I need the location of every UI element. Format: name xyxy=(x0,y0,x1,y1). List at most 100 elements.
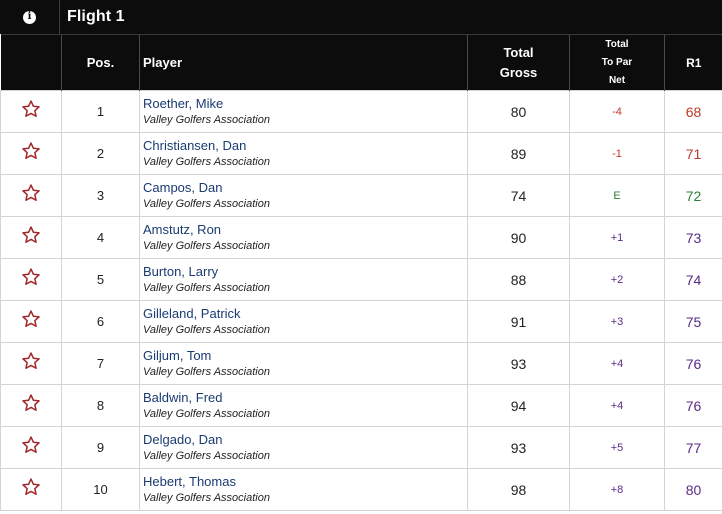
favorite-cell xyxy=(0,90,62,133)
round1-score-cell: 72 xyxy=(664,174,722,217)
r1-column-header[interactable]: R1 xyxy=(664,34,722,91)
favorite-star-icon[interactable] xyxy=(21,183,41,203)
player-club: Valley Golfers Association xyxy=(143,240,270,252)
player-name-link[interactable]: Roether, Mike xyxy=(143,96,224,111)
favorite-column-header xyxy=(0,34,62,91)
player-cell: Christiansen, Dan Valley Golfers Associa… xyxy=(139,132,468,175)
pos-column-header[interactable]: Pos. xyxy=(61,34,140,91)
player-club: Valley Golfers Association xyxy=(143,114,270,126)
position-cell: 6 xyxy=(61,300,140,343)
player-column-header[interactable]: Player xyxy=(139,34,468,91)
favorite-cell xyxy=(0,174,62,217)
player-name-link[interactable]: Hebert, Thomas xyxy=(143,474,236,489)
table-row: 6 Gilleland, Patrick Valley Golfers Asso… xyxy=(0,300,722,343)
favorite-star-icon[interactable] xyxy=(21,141,41,161)
player-club: Valley Golfers Association xyxy=(143,366,270,378)
total-gross-cell: 93 xyxy=(467,342,570,385)
position-cell: 10 xyxy=(61,468,140,511)
net-header-line1: Total xyxy=(605,38,629,50)
info-button[interactable]: i xyxy=(0,0,60,34)
player-name-link[interactable]: Christiansen, Dan xyxy=(143,138,247,153)
favorite-star-icon[interactable] xyxy=(21,267,41,287)
net-header-line2: To Par xyxy=(601,56,633,68)
favorite-cell xyxy=(0,384,62,427)
favorite-star-icon[interactable] xyxy=(21,99,41,119)
position-cell: 2 xyxy=(61,132,140,175)
table-row: 4 Amstutz, Ron Valley Golfers Associatio… xyxy=(0,216,722,259)
round1-score-cell: 76 xyxy=(664,342,722,385)
net-to-par-cell: +4 xyxy=(569,384,665,427)
position-cell: 8 xyxy=(61,384,140,427)
table-row: 7 Giljum, Tom Valley Golfers Association… xyxy=(0,342,722,385)
net-to-par-cell: +2 xyxy=(569,258,665,301)
player-name-link[interactable]: Baldwin, Fred xyxy=(143,390,223,405)
total-gross-header-line2: Gross xyxy=(499,64,538,80)
total-to-par-net-column-header[interactable]: Total To Par Net xyxy=(569,34,665,91)
table-row: 2 Christiansen, Dan Valley Golfers Assoc… xyxy=(0,132,722,175)
player-club: Valley Golfers Association xyxy=(143,282,270,294)
table-row: 8 Baldwin, Fred Valley Golfers Associati… xyxy=(0,384,722,427)
position-cell: 9 xyxy=(61,426,140,469)
total-gross-header-line1: Total xyxy=(503,44,534,60)
round1-score-cell: 68 xyxy=(664,90,722,133)
position-cell: 7 xyxy=(61,342,140,385)
net-to-par-cell: +4 xyxy=(569,342,665,385)
total-gross-cell: 94 xyxy=(467,384,570,427)
player-cell: Burton, Larry Valley Golfers Association xyxy=(139,258,468,301)
favorite-star-icon[interactable] xyxy=(21,225,41,245)
table-row: 5 Burton, Larry Valley Golfers Associati… xyxy=(0,258,722,301)
header-row: Pos. Player Total Gross Total To Par Net… xyxy=(0,34,722,91)
net-to-par-cell: +8 xyxy=(569,468,665,511)
player-club: Valley Golfers Association xyxy=(143,450,270,462)
player-name-link[interactable]: Campos, Dan xyxy=(143,180,223,195)
favorite-star-icon[interactable] xyxy=(21,309,41,329)
player-name-link[interactable]: Giljum, Tom xyxy=(143,348,212,363)
total-gross-column-header[interactable]: Total Gross xyxy=(467,34,570,91)
player-cell: Campos, Dan Valley Golfers Association xyxy=(139,174,468,217)
round1-score-cell: 77 xyxy=(664,426,722,469)
net-to-par-cell: -4 xyxy=(569,90,665,133)
table-row: 10 Hebert, Thomas Valley Golfers Associa… xyxy=(0,468,722,511)
leaderboard-table: Pos. Player Total Gross Total To Par Net… xyxy=(0,34,722,511)
info-icon: i xyxy=(23,10,36,24)
player-club: Valley Golfers Association xyxy=(143,198,270,210)
favorite-cell xyxy=(0,132,62,175)
favorite-cell xyxy=(0,426,62,469)
round1-score-cell: 76 xyxy=(664,384,722,427)
net-to-par-cell: E xyxy=(569,174,665,217)
player-cell: Delgado, Dan Valley Golfers Association xyxy=(139,426,468,469)
player-name-link[interactable]: Amstutz, Ron xyxy=(143,222,222,237)
position-cell: 4 xyxy=(61,216,140,259)
player-name-link[interactable]: Gilleland, Patrick xyxy=(143,306,241,321)
favorite-cell xyxy=(0,216,62,259)
player-cell: Gilleland, Patrick Valley Golfers Associ… xyxy=(139,300,468,343)
total-gross-cell: 98 xyxy=(467,468,570,511)
round1-score-cell: 80 xyxy=(664,468,722,511)
favorite-star-icon[interactable] xyxy=(21,393,41,413)
player-cell: Giljum, Tom Valley Golfers Association xyxy=(139,342,468,385)
total-gross-cell: 93 xyxy=(467,426,570,469)
favorite-star-icon[interactable] xyxy=(21,435,41,455)
player-cell: Roether, Mike Valley Golfers Association xyxy=(139,90,468,133)
flight-header: i Flight 1 xyxy=(0,0,722,34)
favorite-star-icon[interactable] xyxy=(21,351,41,371)
favorite-star-icon[interactable] xyxy=(21,477,41,497)
player-cell: Baldwin, Fred Valley Golfers Association xyxy=(139,384,468,427)
player-name-link[interactable]: Burton, Larry xyxy=(143,264,219,279)
round1-score-cell: 71 xyxy=(664,132,722,175)
total-gross-cell: 90 xyxy=(467,216,570,259)
net-header-line3: Net xyxy=(608,74,626,86)
total-gross-cell: 89 xyxy=(467,132,570,175)
table-row: 1 Roether, Mike Valley Golfers Associati… xyxy=(0,90,722,133)
round1-score-cell: 74 xyxy=(664,258,722,301)
player-club: Valley Golfers Association xyxy=(143,408,270,420)
player-club: Valley Golfers Association xyxy=(143,492,270,504)
player-club: Valley Golfers Association xyxy=(143,324,270,336)
total-gross-cell: 91 xyxy=(467,300,570,343)
net-to-par-cell: +1 xyxy=(569,216,665,259)
table-row: 9 Delgado, Dan Valley Golfers Associatio… xyxy=(0,426,722,469)
favorite-cell xyxy=(0,300,62,343)
flight-title: Flight 1 xyxy=(67,8,125,25)
player-name-link[interactable]: Delgado, Dan xyxy=(143,432,223,447)
